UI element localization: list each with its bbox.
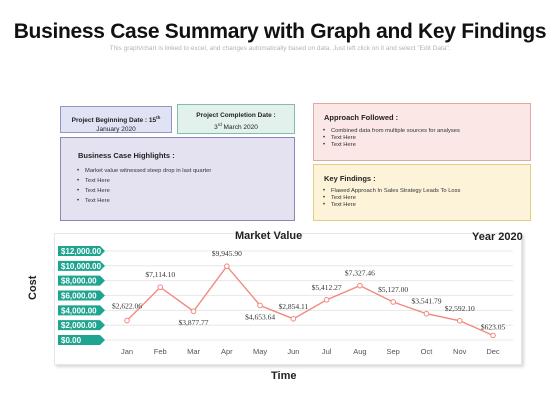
x-tick-label: Jun xyxy=(287,347,299,356)
data-label: $623.05 xyxy=(481,322,506,331)
list-item: Text Here xyxy=(77,178,211,184)
list-item: Text Here xyxy=(77,198,211,204)
y-tick-bg xyxy=(58,246,105,256)
data-point xyxy=(124,317,130,324)
data-label: $2,592.10 xyxy=(445,304,475,313)
list-item: Text Here xyxy=(323,142,460,148)
project-completion-box: Project Completion Date : 3rd March 2020 xyxy=(177,104,295,134)
data-point xyxy=(224,263,230,270)
list-item: Text Here xyxy=(323,202,460,208)
data-point xyxy=(190,308,197,315)
y-tick-label: $10,000.00 xyxy=(61,262,102,271)
y-tick-label: $6,000.00 xyxy=(61,292,97,301)
project-beginning-box: Project Beginning Date : 15th January 20… xyxy=(60,106,172,133)
list-item: Combined data from multiple sources for … xyxy=(323,128,460,134)
approach-box: Approach Followed : Combined data from m… xyxy=(313,103,531,161)
data-point xyxy=(257,302,263,309)
x-tick-label: Dec xyxy=(486,347,500,356)
x-tick-label: Nov xyxy=(453,347,467,356)
data-point xyxy=(290,316,297,322)
x-tick-label: Apr xyxy=(221,347,233,356)
y-tick-label: $4,000.00 xyxy=(61,306,97,315)
highlights-title: Business Case Highlights : xyxy=(78,151,175,160)
project-beginning-label: Project Beginning Date : 15 xyxy=(71,117,157,125)
list-item: Text Here xyxy=(323,195,460,201)
chart-title: Market Value xyxy=(235,230,303,242)
project-completion-sup: rd xyxy=(217,122,222,127)
data-point xyxy=(323,297,330,303)
data-label: $9,945.90 xyxy=(212,249,242,258)
highlights-list: Market value witnessed steep drop in las… xyxy=(77,168,211,204)
x-tick-label: Aug xyxy=(353,347,366,356)
data-label: $3,541.79 xyxy=(411,297,441,306)
y-tick-label: $0.00 xyxy=(61,336,82,345)
data-point xyxy=(456,317,463,324)
x-tick-label: Jul xyxy=(322,347,332,356)
approach-list: Combined data from multiple sources for … xyxy=(323,128,460,148)
x-tick-label: Feb xyxy=(154,347,167,356)
findings-list: Flawed Approach In Sales Strategy Leads … xyxy=(323,188,460,208)
data-label: $3,877.77 xyxy=(179,318,209,327)
y-tick-bg xyxy=(58,290,105,301)
data-label: $5,127.00 xyxy=(378,285,408,294)
data-point xyxy=(157,284,164,291)
series-line xyxy=(126,265,494,337)
y-tick-bg xyxy=(58,305,105,316)
project-completion-label: Project Completion Date : xyxy=(196,112,276,119)
year-badge: Year 2020 xyxy=(472,231,523,243)
data-point xyxy=(423,310,430,317)
approach-title: Approach Followed : xyxy=(324,113,399,122)
x-tick-label: May xyxy=(253,347,267,356)
highlights-box: Business Case Highlights : Market value … xyxy=(60,137,295,221)
list-item: Market value witnessed steep drop in las… xyxy=(77,168,211,174)
y-tick-bg xyxy=(58,260,105,271)
list-item: Text Here xyxy=(323,135,460,141)
findings-title: Key Findings : xyxy=(324,174,376,183)
project-beginning-date: January 2020 xyxy=(96,126,136,134)
project-completion-date-prefix: 3 xyxy=(214,124,218,132)
data-label: $7,114.10 xyxy=(145,270,175,279)
x-tick-label: Sep xyxy=(387,347,400,356)
data-label: $4,653.64 xyxy=(245,312,275,321)
data-label: $2,622.06 xyxy=(112,302,142,311)
y-tick-bg xyxy=(58,335,105,345)
project-beginning-sup: th xyxy=(156,115,161,120)
x-tick-label: Jan xyxy=(121,347,133,356)
page-subtitle: This graph/chart is linked to excel, and… xyxy=(109,45,451,52)
list-item: Flawed Approach In Sales Strategy Leads … xyxy=(323,188,460,194)
data-point xyxy=(490,332,496,339)
list-item: Text Here xyxy=(77,188,211,194)
data-label: $5,412.27 xyxy=(312,283,342,292)
chart-frame xyxy=(54,233,522,365)
x-axis-label: Time xyxy=(271,370,297,382)
data-point xyxy=(357,282,363,289)
y-tick-bg xyxy=(58,275,105,286)
data-label: $7,327.46 xyxy=(345,269,375,278)
findings-box: Key Findings : Flawed Approach In Sales … xyxy=(313,164,531,221)
y-tick-label: $2,000.00 xyxy=(61,321,97,330)
x-tick-label: Oct xyxy=(421,347,434,356)
data-point xyxy=(390,299,396,305)
y-tick-bg xyxy=(58,320,105,331)
x-tick-label: Mar xyxy=(187,347,200,356)
data-label: $2,854.11 xyxy=(278,302,308,311)
page-title: Business Case Summary with Graph and Key… xyxy=(13,20,547,43)
y-tick-label: $12,000.00 xyxy=(61,247,102,256)
y-tick-label: $8,000.00 xyxy=(61,277,97,286)
project-completion-date: March 2020 xyxy=(221,124,258,132)
